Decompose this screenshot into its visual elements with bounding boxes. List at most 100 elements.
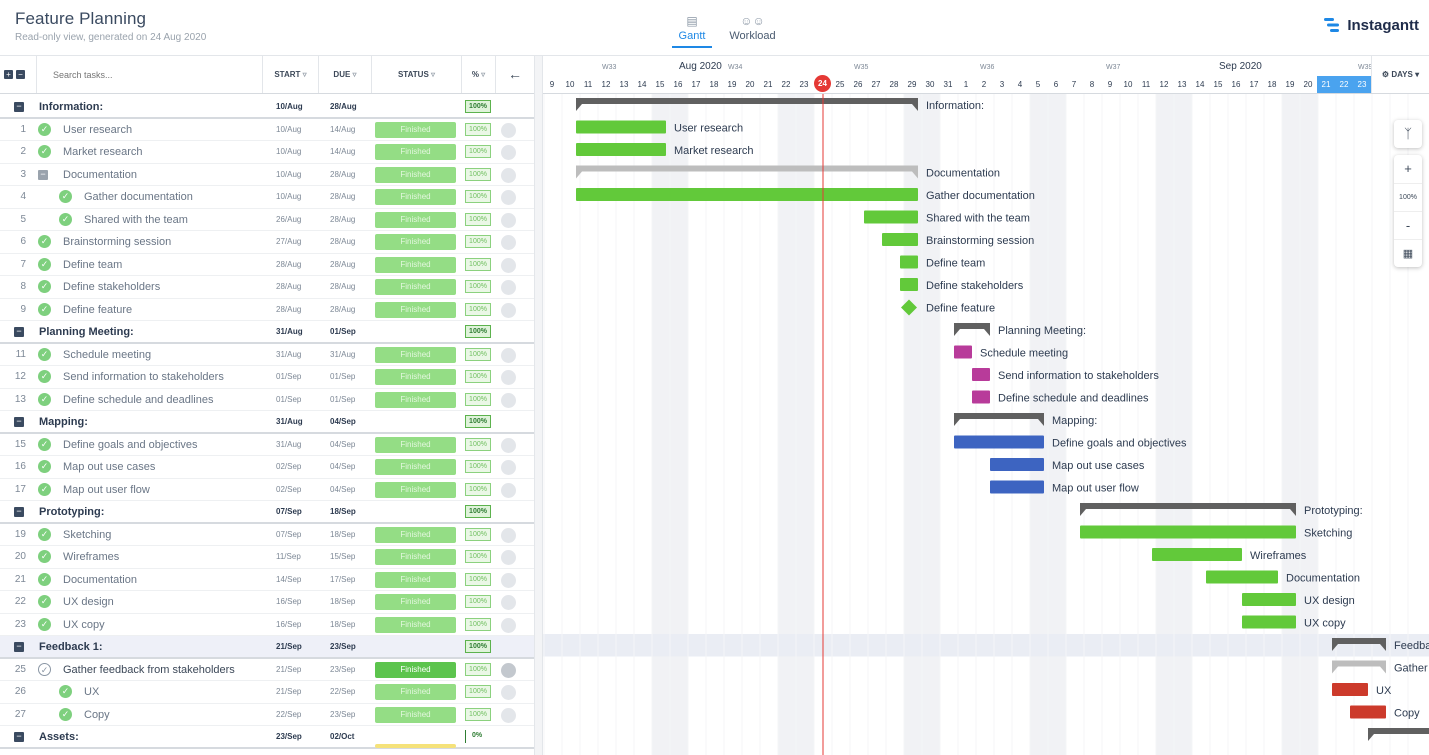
- task-row[interactable]: 20 ✓ Wireframes 11/Sep 15/Sep Finished 100%: [0, 546, 534, 569]
- status-badge[interactable]: Finished: [375, 256, 456, 273]
- status-badge[interactable]: Finished: [375, 391, 456, 408]
- task-row[interactable]: 2 ✓ Market research 10/Aug 14/Aug Finished 100…: [0, 141, 534, 164]
- start-date[interactable]: 22/Sep: [276, 709, 302, 719]
- avatar[interactable]: [501, 235, 516, 250]
- due-date[interactable]: 14/Aug: [330, 147, 356, 156]
- task-name[interactable]: Map out user flow: [63, 483, 150, 496]
- avatar[interactable]: [501, 617, 516, 633]
- start-date[interactable]: 31/Aug: [276, 417, 303, 426]
- avatar[interactable]: [501, 662, 516, 678]
- collapse-toggle[interactable]: −: [14, 642, 24, 652]
- due-date[interactable]: 17/Sep: [330, 574, 356, 584]
- check-icon[interactable]: ✓: [38, 662, 51, 676]
- start-date[interactable]: 02/Sep: [276, 462, 302, 471]
- avatar[interactable]: [501, 595, 516, 610]
- zoom-in-button[interactable]: +: [1404, 161, 1412, 176]
- start-date[interactable]: 07/Sep: [276, 507, 302, 516]
- start-date[interactable]: 11/Sep: [276, 552, 301, 561]
- task-name[interactable]: Sketching: [63, 528, 112, 541]
- column-start-header[interactable]: START ▿: [262, 56, 318, 93]
- task-row[interactable]: 9 ✓ Define feature 28/Aug 28/Aug Finished 100%: [0, 299, 534, 321]
- start-date[interactable]: 16/Sep: [276, 619, 302, 629]
- due-date[interactable]: 18/Sep: [330, 597, 356, 606]
- start-date[interactable]: 26/Aug: [276, 214, 302, 224]
- task-row[interactable]: 15 ✓ Define goals and objectives 31/Aug 04/S…: [0, 434, 534, 456]
- avatar[interactable]: [501, 370, 516, 385]
- search-input[interactable]: [36, 56, 262, 93]
- task-name[interactable]: UX copy: [63, 618, 105, 631]
- due-date[interactable]: 28/Aug: [330, 214, 356, 224]
- task-row[interactable]: 19 ✓ Sketching 07/Sep 18/Sep Finished 100%: [0, 524, 534, 546]
- task-name[interactable]: UX design: [63, 596, 114, 608]
- task-row[interactable]: 3 − Documentation 10/Aug 28/Aug Finished 100%: [0, 164, 534, 186]
- check-icon[interactable]: ✓: [59, 212, 72, 226]
- check-icon[interactable]: ✓: [38, 460, 51, 473]
- start-date[interactable]: 21/Sep: [276, 642, 302, 651]
- task-name[interactable]: Documentation: [63, 573, 137, 586]
- start-date[interactable]: 07/Sep: [276, 529, 302, 539]
- task-row[interactable]: 8 ✓ Define stakeholders 28/Aug 28/Aug Finishe…: [0, 276, 534, 299]
- group-row[interactable]: − Information: 10/Aug 28/Aug 100%: [0, 96, 534, 119]
- due-date[interactable]: 04/Sep: [330, 484, 356, 494]
- group-row[interactable]: − Planning Meeting: 31/Aug 01/Sep 100%: [0, 321, 534, 344]
- start-date[interactable]: 31/Aug: [276, 327, 303, 336]
- due-date[interactable]: 02/Oct: [330, 732, 355, 741]
- start-date[interactable]: 02/Sep: [276, 484, 302, 494]
- status-badge[interactable]: Finished: [375, 661, 456, 678]
- task-name[interactable]: Define feature: [63, 303, 133, 316]
- due-date[interactable]: 23/Sep: [330, 664, 356, 674]
- collapse-toggle[interactable]: −: [14, 732, 24, 742]
- task-row[interactable]: 16 ✓ Map out use cases 02/Sep 04/Sep Finished…: [0, 456, 534, 479]
- start-date[interactable]: 16/Sep: [276, 597, 302, 606]
- task-name[interactable]: UX: [84, 686, 100, 698]
- status-badge[interactable]: Finished: [375, 616, 456, 633]
- avatar[interactable]: [501, 550, 516, 565]
- start-date[interactable]: 28/Aug: [276, 304, 302, 314]
- status-badge[interactable]: Finished: [375, 526, 456, 543]
- due-date[interactable]: 04/Sep: [330, 439, 356, 449]
- avatar[interactable]: [501, 122, 516, 138]
- status-badge[interactable]: Finished: [375, 594, 456, 610]
- tab-workload[interactable]: ☺☺ Workload: [725, 12, 780, 42]
- status-badge[interactable]: Finished: [375, 706, 456, 723]
- start-date[interactable]: 21/Sep: [276, 687, 302, 696]
- start-date[interactable]: 10/Aug: [276, 124, 302, 134]
- check-icon[interactable]: ✓: [38, 550, 51, 563]
- avatar[interactable]: [501, 190, 516, 205]
- start-date[interactable]: 01/Sep: [276, 394, 302, 404]
- zoom-out-button[interactable]: -: [1394, 211, 1422, 239]
- task-row[interactable]: 26 ✓ UX 21/Sep 22/Sep Finished 100%: [0, 681, 534, 704]
- task-row[interactable]: 23 ✓ UX copy 16/Sep 18/Sep Finished 100%: [0, 614, 534, 636]
- group-row[interactable]: − Feedback 1: 21/Sep 23/Sep 100%: [0, 636, 534, 659]
- start-date[interactable]: 28/Aug: [276, 259, 302, 269]
- task-name[interactable]: Gather documentation: [84, 191, 193, 203]
- status-badge[interactable]: Finished: [375, 459, 456, 475]
- task-row[interactable]: 25 ✓ Gather feedback from stakeholders 21/S…: [0, 659, 534, 681]
- avatar[interactable]: [501, 212, 516, 228]
- task-name[interactable]: Define schedule and deadlines: [63, 393, 214, 406]
- collapse-toggle[interactable]: −: [38, 169, 48, 180]
- check-icon[interactable]: ✓: [38, 235, 51, 248]
- task-row[interactable]: 12 ✓ Send information to stakeholders 01/Se…: [0, 366, 534, 389]
- status-badge[interactable]: Finished: [375, 234, 456, 250]
- task-name[interactable]: User research: [63, 123, 133, 136]
- task-row[interactable]: 7 ✓ Define team 28/Aug 28/Aug Finished 100%: [0, 254, 534, 276]
- task-row[interactable]: 22 ✓ UX design 16/Sep 18/Sep Finished 100%: [0, 591, 534, 614]
- avatar[interactable]: [501, 347, 516, 363]
- status-badge[interactable]: Finished: [375, 121, 456, 138]
- task-name[interactable]: Copy: [84, 708, 110, 721]
- avatar[interactable]: [501, 707, 516, 723]
- due-date[interactable]: 28/Aug: [330, 282, 356, 291]
- avatar[interactable]: [501, 167, 516, 183]
- task-name[interactable]: Shared with the team: [84, 213, 188, 226]
- start-date[interactable]: 31/Aug: [276, 349, 302, 359]
- branch-button[interactable]: ᛉ: [1394, 120, 1422, 148]
- timescale-dropdown[interactable]: ⚙ DAYS ▾: [1371, 56, 1429, 93]
- avatar[interactable]: [501, 392, 516, 408]
- column-pct-header[interactable]: % ▿: [461, 56, 495, 93]
- check-icon[interactable]: ✓: [38, 392, 51, 406]
- start-date[interactable]: 10/Aug: [276, 169, 302, 179]
- due-date[interactable]: 18/Sep: [330, 619, 356, 629]
- check-icon[interactable]: ✓: [38, 437, 51, 451]
- due-date[interactable]: 23/Sep: [330, 642, 356, 651]
